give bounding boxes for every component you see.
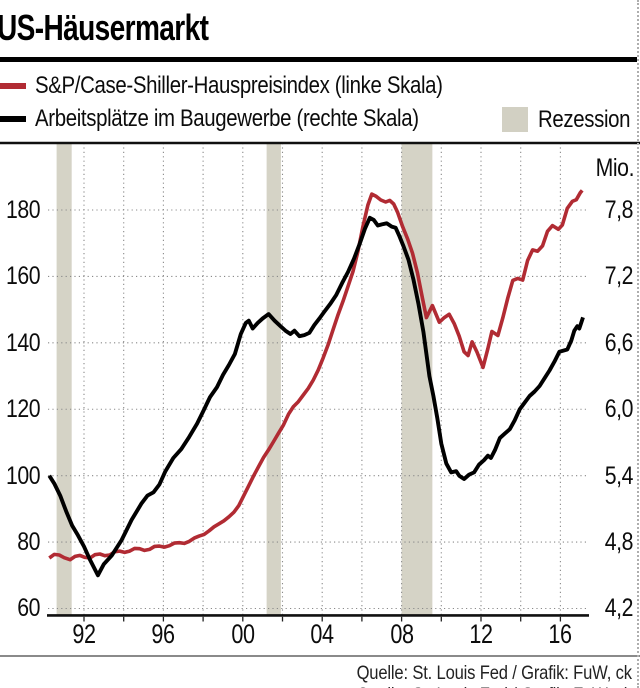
x-axis-tick: 08 [389, 619, 414, 649]
right-axis-tick: 7,8 [604, 196, 634, 224]
series-line-hauspreisindex [48, 189, 584, 562]
right-axis-unit: Mio. [595, 154, 635, 182]
recession-band [401, 143, 433, 615]
legend-swatch-red-line [0, 83, 26, 89]
legend-label-construction-jobs: Arbeitsplätze im Baugewerbe (rechte Skal… [35, 105, 419, 132]
legend-label-recession: Rezession [538, 106, 631, 133]
source-credit-clipped-line: Quelle: St. Louis Fed / Grafik: FuW, ck [357, 684, 632, 688]
right-axis-tick: 4,2 [604, 594, 634, 622]
x-axis-tick: 16 [548, 619, 573, 649]
right-axis-tick: 7,2 [604, 262, 634, 290]
title-rule [0, 57, 637, 62]
left-axis-tick: 120 [6, 395, 41, 423]
x-axis-tick: 92 [72, 619, 96, 649]
left-axis-tick: 180 [6, 196, 41, 224]
page-title: US-Häusermarkt [0, 7, 209, 48]
x-axis-tick: 12 [469, 619, 493, 649]
footer-rule [0, 655, 640, 657]
left-axis-tick: 160 [6, 262, 41, 290]
left-axis-tick: 100 [6, 462, 41, 490]
legend-swatch-black-line [0, 116, 26, 122]
right-axis-tick: 6,0 [604, 395, 634, 423]
series-line-baugewerbe [47, 215, 585, 578]
right-axis-tick: 4,8 [604, 528, 634, 556]
legend-label-case-shiller: S&P/Case-Shiller-Hauspreisindex (linke S… [35, 72, 443, 99]
x-axis-tick: 96 [151, 619, 176, 649]
recession-band [266, 143, 281, 615]
recession-band [56, 143, 72, 615]
left-axis-tick: 60 [17, 594, 40, 622]
left-axis-tick: 80 [17, 528, 40, 556]
legend-swatch-recession [502, 107, 528, 132]
column-separator [637, 0, 639, 688]
left-axis-tick: 140 [6, 329, 41, 357]
x-axis-tick: 00 [231, 619, 255, 649]
right-axis-tick: 6,6 [604, 329, 634, 357]
source-credit: Quelle: St. Louis Fed / Grafik: FuW, ck [356, 662, 632, 684]
right-axis-tick: 5,4 [604, 462, 634, 490]
x-axis-tick: 04 [310, 619, 335, 649]
